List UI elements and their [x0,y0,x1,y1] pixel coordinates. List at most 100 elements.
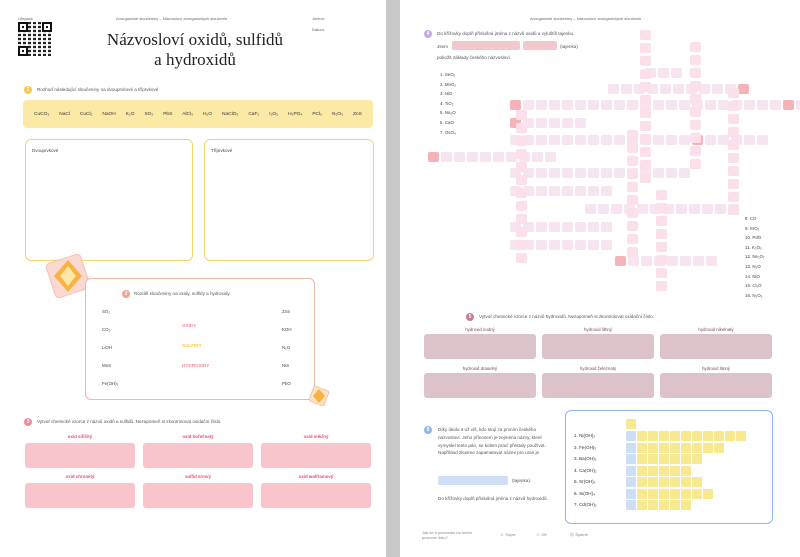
crossword-cell[interactable] [516,214,527,224]
crossword-cell[interactable] [690,133,701,143]
crossword-cell[interactable] [562,168,573,178]
compound-chip[interactable]: CaF₂ [248,111,260,117]
crossword-cell[interactable] [656,242,667,252]
crossword-cell[interactable] [718,100,729,110]
crossword-cell[interactable] [562,135,573,145]
hydroxide-cell[interactable] [626,454,636,464]
crossword-cell[interactable] [516,188,527,198]
crossword-cell[interactable] [510,168,521,178]
compound-chip[interactable]: H₂O [202,111,213,117]
hydroxide-answer-field[interactable] [542,373,654,398]
crossword-cell[interactable] [510,222,521,232]
crossword-cell[interactable] [628,256,639,266]
hydroxide-answer-field[interactable] [542,334,654,359]
two-element-box[interactable]: Dvouprvkové [25,139,193,261]
crossword-cell[interactable] [627,234,638,244]
compound-chip[interactable]: PbS [163,111,173,117]
tajenka-answer-field[interactable] [438,476,508,485]
hydroxide-cell[interactable] [714,442,724,453]
crossword-cell[interactable] [702,204,713,214]
crossword-cell[interactable] [516,175,527,185]
match-item-left[interactable]: LiOH [102,345,113,350]
crossword-cell[interactable] [601,240,612,250]
hydroxide-cell[interactable] [681,488,691,499]
hydroxide-cell[interactable] [703,488,713,499]
hydroxide-cell[interactable] [703,442,713,453]
crossword-cell[interactable] [705,135,716,145]
oxide-answer-field[interactable] [143,443,253,468]
crossword-cell[interactable] [516,240,527,250]
hydroxide-answer-field[interactable] [660,334,772,359]
crossword-cell[interactable] [690,81,701,91]
crossword-cell[interactable] [650,204,661,214]
hydroxide-cell[interactable] [670,488,680,499]
hydroxide-cell[interactable] [692,431,702,441]
crossword-cell[interactable] [601,222,612,232]
crossword-cell[interactable] [562,186,573,196]
crossword-cell[interactable] [575,118,586,128]
compound-chip[interactable]: CuCO₃ [33,111,50,117]
crossword-cell[interactable] [640,173,651,183]
crossword-cell[interactable] [627,156,638,166]
crossword-cell[interactable] [516,201,527,211]
crossword-cell[interactable] [510,186,521,196]
hydroxide-cell[interactable] [714,431,724,441]
oxide-answer-field[interactable] [261,443,371,468]
oxide-answer-field[interactable] [25,483,135,508]
crossword-cell[interactable] [536,168,547,178]
crossword-cell[interactable] [516,227,527,237]
qr-code[interactable] [18,22,52,56]
feedback-ok[interactable]: ☺ OK [536,532,547,537]
hydroxide-cell[interactable] [659,500,669,510]
crossword-cell[interactable] [728,153,739,163]
crossword-cell[interactable] [523,222,534,232]
hydroxide-cell[interactable] [637,477,647,487]
crossword-cell[interactable] [549,222,560,232]
crossword-cell[interactable] [728,101,739,111]
crossword-cell[interactable] [608,84,619,94]
hydroxide-cell[interactable] [626,477,636,487]
crossword-cell[interactable] [728,114,739,124]
hydroxide-cell[interactable] [637,442,647,453]
crossword-cell[interactable] [510,135,521,145]
match-item-right[interactable]: NiS [282,363,290,368]
hydroxide-cell[interactable] [637,454,647,464]
crossword-cell[interactable] [523,118,534,128]
match-item-right[interactable]: ZnS [282,309,291,314]
crossword-cell[interactable] [549,100,560,110]
crossword-cell[interactable] [549,118,560,128]
oxide-answer-field[interactable] [261,483,371,508]
crossword-cell[interactable] [523,100,534,110]
crossword-cell[interactable] [640,69,651,79]
crossword-cell[interactable] [728,127,739,137]
crossword-cell[interactable] [640,108,651,118]
crossword-cell[interactable] [640,30,651,40]
hydroxide-cell[interactable] [659,454,669,464]
crossword-cell[interactable] [658,68,669,78]
crossword-cell[interactable] [656,281,667,291]
crossword-cell[interactable] [588,135,599,145]
crossword-cell[interactable] [796,100,800,110]
crossword-cell[interactable] [614,135,625,145]
crossword-cell[interactable] [467,152,478,162]
crossword-cell[interactable] [523,135,534,145]
crossword-cell[interactable] [506,152,517,162]
crossword-cell[interactable] [562,100,573,110]
crossword-cell[interactable] [562,118,573,128]
crossword-cell[interactable] [536,135,547,145]
crossword-cell[interactable] [728,140,739,150]
match-item-right[interactable]: PbO [282,381,291,386]
compound-chip[interactable]: I₂O₅ [269,111,279,117]
crossword-cell[interactable] [640,160,651,170]
crossword-cell[interactable] [706,256,717,266]
crossword-cell[interactable] [627,135,638,145]
compound-chip[interactable]: PCl₅ [312,111,323,117]
crossword-cell[interactable] [516,149,527,159]
match-item-left[interactable]: CO₂ [102,327,111,332]
crossword-cell[interactable] [588,240,599,250]
crossword-cell[interactable] [601,135,612,145]
crossword-cell[interactable] [575,222,586,232]
crossword-cell[interactable] [693,256,704,266]
hydroxide-cell[interactable] [637,431,647,441]
crossword-cell[interactable] [536,240,547,250]
